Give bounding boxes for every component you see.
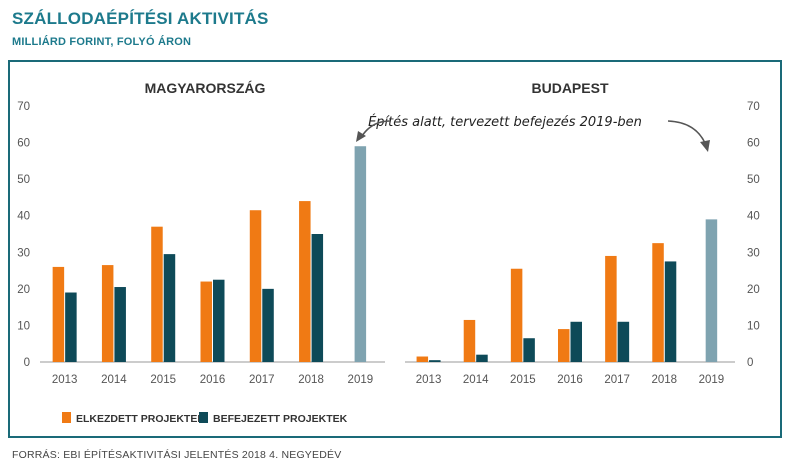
bar-started-2013 bbox=[416, 356, 429, 362]
bar-completed-2013 bbox=[65, 292, 77, 362]
bar-completed-2013 bbox=[429, 360, 441, 362]
legend-label-started: ELKEZDETT PROJEKTEK bbox=[76, 413, 205, 425]
bar-completed-2018 bbox=[311, 234, 324, 362]
bar-started-2016 bbox=[558, 329, 570, 362]
annotation-arrow-right bbox=[667, 120, 706, 144]
y-tick-label: 40 bbox=[17, 211, 30, 223]
bar-started-2014 bbox=[101, 265, 114, 362]
bar-completed-2015 bbox=[163, 254, 176, 362]
source-note: FORRÁS: EBI ÉPÍTÉSAKTIVITÁSI JELENTÉS 20… bbox=[12, 449, 342, 461]
y-tick-label: 30 bbox=[747, 247, 760, 259]
y-tick-label: 20 bbox=[747, 284, 760, 296]
bar-planned-2019 bbox=[705, 219, 718, 362]
legend-label-completed: BEFEJEZETT PROJEKTEK bbox=[213, 413, 348, 425]
bar-planned-2019 bbox=[354, 146, 367, 362]
x-tick-label: 2015 bbox=[150, 374, 176, 386]
bar-completed-2017 bbox=[262, 288, 274, 362]
x-tick-label: 2014 bbox=[101, 374, 127, 386]
x-tick-label: 2018 bbox=[298, 374, 324, 386]
bar-completed-2016 bbox=[570, 321, 582, 362]
legend-swatch-completed bbox=[199, 412, 208, 423]
y-tick-label: 70 bbox=[17, 101, 30, 113]
x-tick-label: 2017 bbox=[604, 374, 630, 386]
bar-started-2018 bbox=[299, 201, 311, 362]
x-tick-label: 2016 bbox=[557, 374, 583, 386]
x-tick-label: 2014 bbox=[463, 374, 489, 386]
bar-started-2014 bbox=[463, 319, 476, 362]
x-tick-label: 2015 bbox=[510, 374, 536, 386]
bar-started-2017 bbox=[249, 210, 262, 362]
chart-title: SZÁLLODAÉPÍTÉSI AKTIVITÁS bbox=[12, 9, 269, 28]
x-tick-label: 2019 bbox=[699, 374, 725, 386]
y-tick-label: 30 bbox=[17, 247, 30, 259]
panel-title-magyarorszag: MAGYARORSZÁG bbox=[145, 80, 266, 96]
y-tick-label: 20 bbox=[17, 284, 30, 296]
y-tick-label: 70 bbox=[747, 101, 760, 113]
bar-started-2013 bbox=[52, 266, 65, 362]
y-tick-label: 0 bbox=[24, 357, 30, 369]
y-tick-label: 60 bbox=[747, 138, 760, 150]
x-tick-label: 2013 bbox=[52, 374, 78, 386]
y-tick-label: 50 bbox=[747, 174, 760, 186]
bar-completed-2014 bbox=[114, 287, 126, 362]
annotation-arrowhead-right-icon bbox=[700, 140, 710, 152]
bar-completed-2014 bbox=[476, 354, 488, 362]
chart-subtitle: MILLIÁRD FORINT, FOLYÓ ÁRON bbox=[12, 36, 192, 48]
x-tick-label: 2017 bbox=[249, 374, 275, 386]
x-tick-label: 2019 bbox=[348, 374, 374, 386]
bar-completed-2017 bbox=[617, 321, 630, 362]
panel-title-budapest: BUDAPEST bbox=[531, 80, 608, 96]
chart-frame bbox=[8, 60, 782, 438]
x-tick-label: 2018 bbox=[651, 374, 677, 386]
bar-started-2018 bbox=[652, 243, 664, 362]
legend-swatch-started bbox=[62, 412, 71, 423]
panel-magyarorszag: 0 10 20 30 40 50 60 70 2013 2014 2015 2016 2017 2018 2… bbox=[17, 101, 385, 386]
y-tick-label: 10 bbox=[17, 320, 30, 332]
bar-started-2015 bbox=[510, 268, 523, 362]
bar-completed-2015 bbox=[523, 338, 535, 362]
annotation-arrow-left bbox=[361, 120, 391, 137]
y-tick-label: 60 bbox=[17, 138, 30, 150]
bar-completed-2016 bbox=[213, 279, 225, 362]
y-tick-label: 10 bbox=[747, 320, 760, 332]
panel-budapest: 0 10 20 30 40 50 60 70 2013 2014 2015 2016 2017 2018 2… bbox=[405, 101, 760, 386]
x-tick-label: 2013 bbox=[416, 374, 442, 386]
y-tick-label: 50 bbox=[17, 174, 30, 186]
y-tick-label: 0 bbox=[747, 357, 753, 369]
bar-started-2017 bbox=[605, 255, 617, 362]
bar-started-2015 bbox=[151, 226, 163, 362]
x-tick-label: 2016 bbox=[200, 374, 226, 386]
bar-started-2016 bbox=[200, 281, 212, 362]
annotation-arrowhead-left-icon bbox=[356, 131, 366, 142]
bar-completed-2018 bbox=[664, 261, 677, 362]
annotation-text: Építés alatt, tervezett befejezés 2019-b… bbox=[368, 114, 642, 130]
y-tick-label: 40 bbox=[747, 211, 760, 223]
